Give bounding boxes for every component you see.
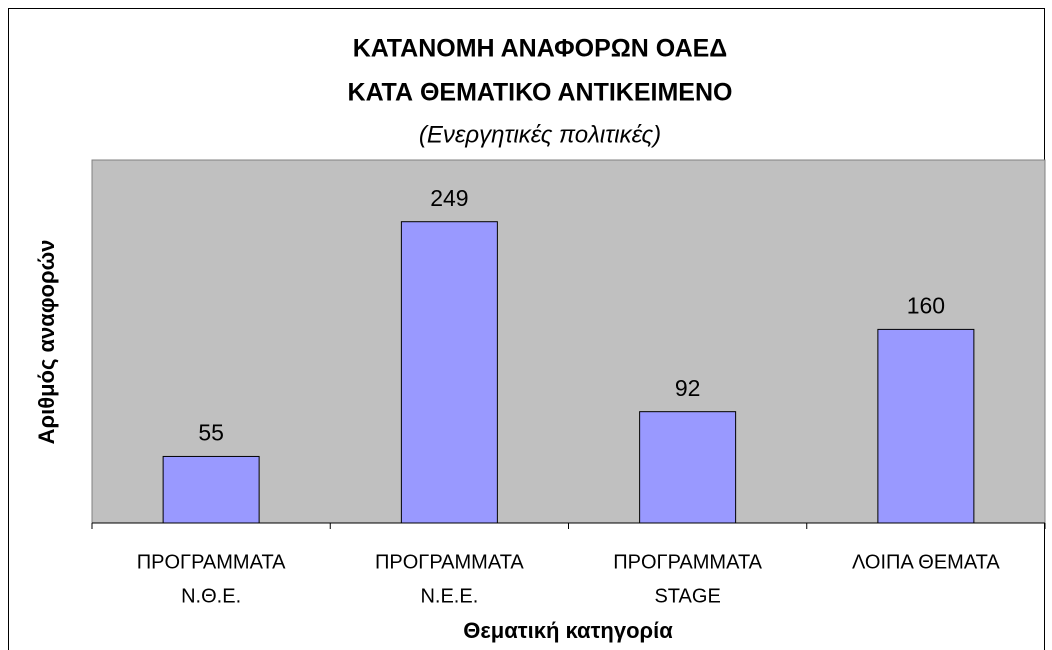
x-tick-label: ΛΟΙΠΑ ΘΕΜΑΤΑ [852, 551, 1000, 573]
bar [400, 221, 498, 524]
bar [639, 411, 737, 524]
chart-title: ΚΑΤΑΝΟΜΗ ΑΝΑΦΟΡΩΝ ΟΑΕΔ [353, 35, 728, 63]
bar [877, 328, 975, 524]
x-tick-label: STAGE [654, 585, 720, 607]
chart-title: ΚΑΤΑ ΘΕΜΑΤΙΚΟ ΑΝΤΙΚΕΙΜΕΝΟ [348, 79, 733, 107]
chart-subtitle: (Ενεργητικές πολιτικές) [419, 121, 661, 148]
x-tick-label: ΠΡΟΓΡΑΜΜΑΤΑ [613, 551, 762, 573]
x-axis-label: Θεματική κατηγορία [463, 618, 673, 643]
data-label: 249 [430, 185, 468, 211]
x-tick-label: Ν.Θ.Ε. [181, 585, 241, 607]
x-tick-label: ΠΡΟΓΡΑΜΜΑΤΑ [375, 551, 524, 573]
data-label: 160 [907, 292, 945, 318]
y-axis-label: Αριθμός αναφορών [34, 240, 59, 445]
x-tick-label: Ν.Ε.Ε. [420, 585, 478, 607]
data-label: 55 [198, 420, 224, 446]
x-tick-label: ΠΡΟΓΡΑΜΜΑΤΑ [137, 551, 286, 573]
data-label: 92 [675, 375, 701, 401]
bar [162, 455, 260, 524]
